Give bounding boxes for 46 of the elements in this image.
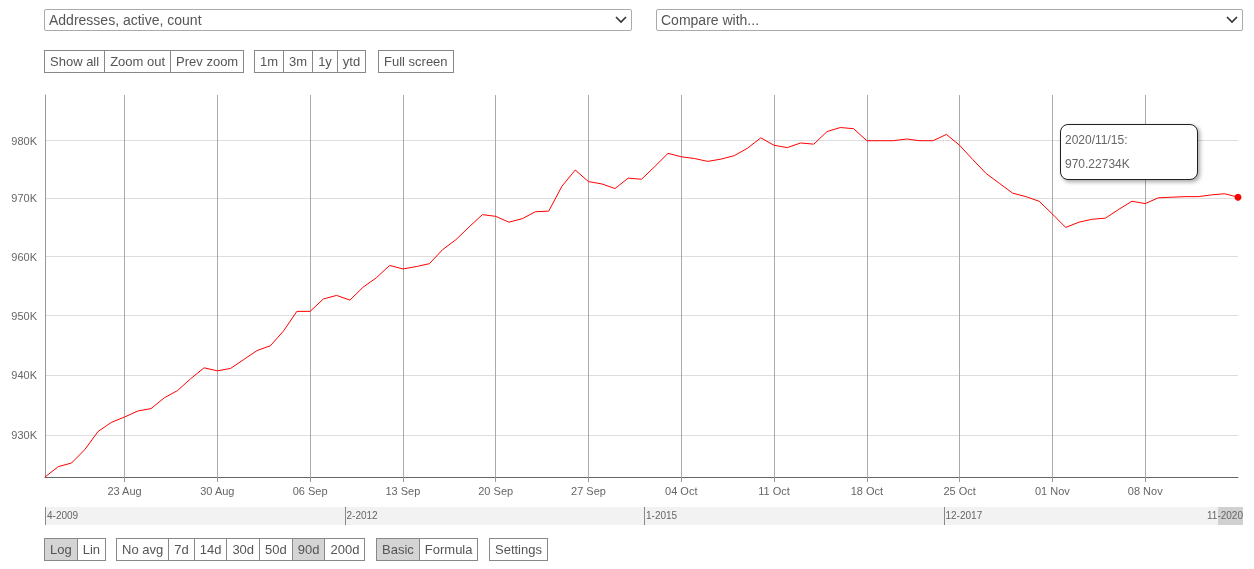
text: 200d bbox=[325, 539, 365, 560]
text: 1y bbox=[313, 51, 338, 72]
x-tick-label: 20 Sep bbox=[478, 484, 514, 497]
text: Full screen bbox=[379, 51, 453, 72]
x-tick-label: 08 Nov bbox=[1127, 484, 1164, 497]
text: Zoom out bbox=[105, 51, 172, 72]
y-tick-label: 950K bbox=[11, 309, 38, 322]
text: 12-2017 bbox=[943, 507, 983, 525]
x-tick-label: 23 Aug bbox=[107, 484, 142, 497]
text: 1m bbox=[255, 51, 285, 72]
text: 50d bbox=[260, 539, 293, 560]
y-tick-label: 930K bbox=[11, 429, 38, 442]
x-tick-label: 01 Nov bbox=[1034, 484, 1071, 497]
text: 11-2020 bbox=[1206, 509, 1243, 523]
text: Log bbox=[45, 539, 78, 560]
text: Settings bbox=[490, 539, 547, 560]
text: Compare with... bbox=[661, 12, 760, 28]
x-tick-label: 30 Aug bbox=[200, 484, 235, 497]
x-tick-label: 13 Sep bbox=[385, 484, 421, 497]
x-tick-label: 06 Sep bbox=[292, 484, 328, 497]
x-tick-label: 18 Oct bbox=[850, 484, 884, 497]
x-tick-label: 25 Oct bbox=[943, 484, 976, 497]
text: 7d bbox=[169, 539, 195, 560]
text: 4-2009 bbox=[45, 507, 79, 525]
x-tick-label: 11 Oct bbox=[758, 484, 790, 497]
y-tick-label: 940K bbox=[11, 369, 38, 381]
x-tick-label: 04 Oct bbox=[665, 484, 698, 497]
text: No avg bbox=[117, 539, 170, 560]
y-tick-label: 980K bbox=[11, 134, 38, 147]
tooltip-box: 2020/11/15: 970.22734K bbox=[1060, 124, 1198, 180]
text: 14d bbox=[194, 539, 228, 560]
text: Lin bbox=[77, 539, 106, 560]
text: Show all bbox=[45, 51, 106, 72]
text: 30d bbox=[227, 539, 261, 560]
text: ytd bbox=[337, 51, 366, 72]
text: Basic bbox=[377, 539, 420, 560]
text: Formula bbox=[419, 539, 478, 560]
text: 1-2015 bbox=[644, 507, 678, 525]
x-tick-label: 27 Sep bbox=[571, 484, 606, 497]
text: Prev zoom bbox=[171, 51, 244, 72]
text: 90d bbox=[292, 539, 326, 560]
text: 2-2012 bbox=[344, 507, 378, 525]
text: Addresses, active, count bbox=[49, 12, 202, 28]
y-tick-label: 970K bbox=[11, 192, 38, 205]
text: 3m bbox=[284, 51, 314, 72]
y-tick-label: 960K bbox=[11, 250, 38, 263]
